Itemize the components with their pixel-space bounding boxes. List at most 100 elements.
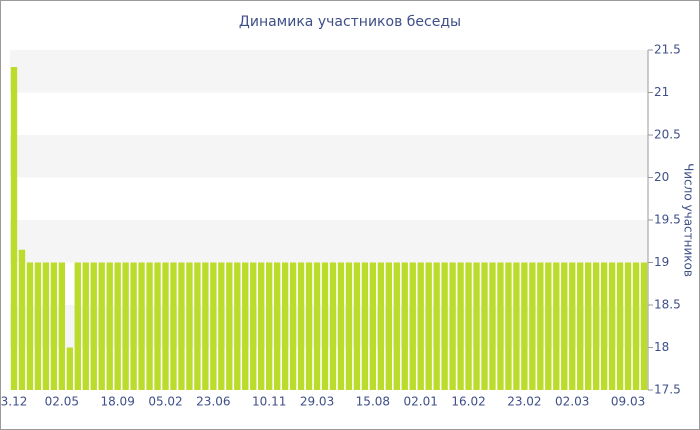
bar	[98, 262, 105, 390]
bar	[297, 262, 305, 390]
bar	[42, 262, 50, 390]
bar	[409, 262, 416, 390]
bar	[210, 262, 217, 390]
bar	[74, 262, 81, 390]
bar	[545, 262, 552, 390]
bar	[186, 262, 193, 390]
grid-band	[10, 220, 648, 263]
y-axis-label: Число участников	[682, 163, 696, 277]
x-tick-label: 10.11	[252, 395, 286, 409]
y-tick-label: 21	[654, 85, 669, 99]
bar	[218, 262, 225, 390]
bar	[361, 262, 369, 390]
bar	[162, 262, 169, 390]
bar	[369, 262, 377, 390]
bar	[521, 262, 528, 390]
bar	[385, 262, 393, 390]
y-tick-label: 19	[654, 255, 669, 269]
bar	[106, 262, 113, 390]
x-tick-label: 23.06	[196, 395, 230, 409]
bar	[345, 262, 353, 390]
bar	[465, 262, 472, 390]
grid-band	[10, 50, 648, 93]
y-tick-label: 21.5	[654, 43, 681, 57]
bar	[242, 262, 249, 390]
bar	[624, 262, 632, 390]
x-tick-label: 15.08	[356, 395, 390, 409]
bar	[258, 262, 265, 390]
bar	[281, 262, 289, 390]
bar	[226, 262, 233, 390]
bar	[481, 262, 488, 390]
bar	[138, 262, 145, 390]
bar	[321, 262, 329, 390]
x-tick-label: 02.03	[555, 395, 589, 409]
grid-band	[10, 135, 648, 178]
bar	[584, 262, 592, 390]
bar	[449, 262, 456, 390]
bar	[250, 262, 257, 390]
bar	[553, 262, 560, 390]
bar	[234, 262, 241, 390]
bar	[265, 262, 273, 390]
bar	[353, 262, 361, 390]
bar	[170, 262, 177, 390]
bar	[146, 262, 153, 390]
bar	[425, 262, 432, 390]
bar	[497, 262, 504, 390]
bar	[18, 249, 26, 390]
bar	[26, 262, 34, 390]
bar	[130, 262, 137, 390]
bar	[329, 262, 337, 390]
bar	[473, 262, 480, 390]
bar	[313, 262, 321, 390]
bar	[529, 262, 536, 390]
bar	[66, 347, 74, 390]
bar	[122, 262, 129, 390]
y-tick-label: 19.5	[654, 213, 681, 227]
bar	[640, 262, 648, 390]
bar	[178, 262, 185, 390]
bar	[569, 262, 576, 390]
bar	[289, 262, 297, 390]
bar	[114, 262, 121, 390]
bar	[305, 262, 313, 390]
bar	[513, 262, 520, 390]
bar	[34, 262, 42, 390]
bar	[577, 262, 584, 390]
x-tick-label: 05.02	[148, 395, 182, 409]
bar	[505, 262, 512, 390]
x-tick-label: 02.05	[45, 395, 79, 409]
bar	[489, 262, 496, 390]
bar	[393, 262, 400, 390]
x-tick-label: 09.03	[611, 395, 645, 409]
bar	[194, 262, 201, 390]
bar	[441, 262, 448, 390]
bar	[608, 262, 616, 390]
bar	[10, 67, 18, 390]
bar	[154, 262, 161, 390]
y-tick-label: 18.5	[654, 298, 681, 312]
bar	[433, 262, 440, 390]
bar	[616, 262, 624, 390]
bar	[592, 262, 600, 390]
bar	[58, 262, 66, 390]
bar	[401, 262, 408, 390]
bar	[561, 262, 568, 390]
bar	[50, 262, 58, 390]
y-tick-label: 20	[654, 170, 669, 184]
bar	[537, 262, 544, 390]
bar	[457, 262, 464, 390]
bar	[377, 262, 385, 390]
x-tick-label: 29.03	[300, 395, 334, 409]
x-tick-label: 02.01	[404, 395, 438, 409]
bar	[600, 262, 608, 390]
grid-band	[10, 305, 648, 348]
x-tick-label: 18.09	[100, 395, 134, 409]
bar	[632, 262, 640, 390]
x-tick-label: 16.02	[451, 395, 485, 409]
bar	[202, 262, 209, 390]
y-tick-label: 18	[654, 340, 669, 354]
chart-title: Динамика участников беседы	[239, 14, 461, 30]
